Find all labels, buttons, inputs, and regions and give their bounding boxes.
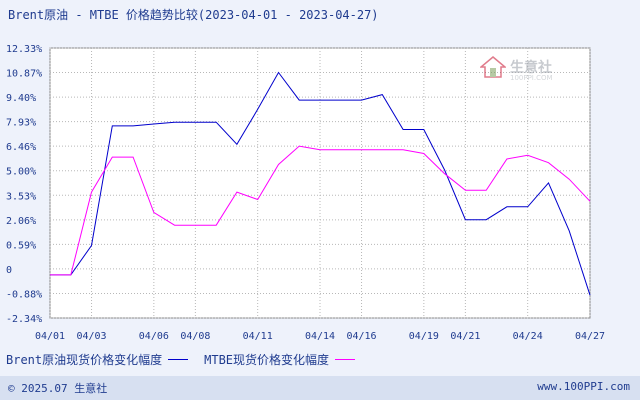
legend-label-mtbe: MTBE现货价格变化幅度 (204, 353, 330, 367)
y-tick-label: 2.06% (6, 216, 36, 227)
series-lines (50, 71, 591, 296)
y-tick-label: 0 (6, 265, 12, 276)
y-tick-label: 3.53% (6, 191, 36, 202)
x-tick-label: 04/16 (346, 331, 376, 342)
y-tick-label: 12.33% (6, 44, 42, 55)
chart-canvas: 12.33% 10.87% 9.40% 7.93% 6.46% 5.00% 3.53% 2.0… (6, 44, 605, 342)
y-tick-label: 6.46% (6, 142, 36, 153)
x-tick-label: 04/14 (305, 331, 335, 342)
x-axis-ticks: 04/01 04/03 04/06 04/08 04/11 04/14 04/16 04/19… (35, 331, 605, 342)
y-tick-label: -2.34% (6, 314, 42, 325)
y-tick-label: -0.88% (6, 289, 42, 300)
x-tick-label: 04/03 (76, 331, 106, 342)
x-tick-label: 04/27 (575, 331, 605, 342)
series-line-mtbe (50, 145, 591, 276)
x-tick-label: 04/08 (180, 331, 210, 342)
legend-item-mtbe: MTBE现货价格变化幅度 (204, 351, 356, 368)
watermark-text: 生意社 (510, 60, 552, 76)
x-tick-label: 04/24 (513, 331, 543, 342)
legend-label-brent: Brent原油现货价格变化幅度 (6, 353, 163, 367)
watermark-subtext: 100PPI.COM (510, 74, 553, 82)
y-tick-label: 10.87% (6, 69, 42, 80)
x-tick-label: 04/21 (450, 331, 480, 342)
footer-copyright: © 2025.07 生意社 (8, 382, 108, 395)
footer-bar: © 2025.07 生意社 www.100PPI.com (0, 376, 640, 400)
x-tick-label: 04/01 (35, 331, 65, 342)
watermark: 生意社 100PPI.COM (480, 56, 553, 82)
chart-title: Brent原油 - MTBE 价格趋势比较(2023-04-01 - 2023-… (8, 8, 379, 22)
legend-swatch-mtbe (335, 359, 356, 360)
y-axis-ticks: 12.33% 10.87% 9.40% 7.93% 6.46% 5.00% 3.53% 2.0… (6, 44, 42, 325)
y-tick-label: 9.40% (6, 93, 36, 104)
x-tick-label: 04/19 (409, 331, 439, 342)
x-tick-label: 04/11 (243, 331, 273, 342)
footer-url[interactable]: www.100PPI.com (537, 380, 630, 393)
y-tick-label: 7.93% (6, 118, 36, 129)
grid-lines (49, 47, 591, 319)
watermark-logo-icon (480, 56, 506, 78)
legend: Brent原油现货价格变化幅度 MTBE现货价格变化幅度 (6, 351, 371, 368)
legend-item-brent: Brent原油现货价格变化幅度 (6, 351, 189, 368)
y-tick-label: 0.59% (6, 240, 36, 251)
series-line-brent (50, 71, 591, 296)
legend-swatch-brent (168, 359, 189, 360)
y-tick-label: 5.00% (6, 167, 36, 178)
x-tick-label: 04/06 (139, 331, 169, 342)
